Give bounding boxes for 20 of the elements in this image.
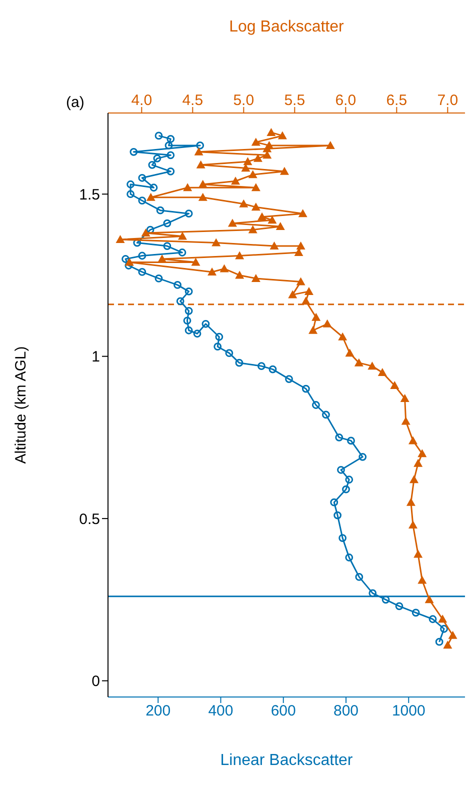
- x2-tick-label: 4.5: [182, 92, 204, 109]
- x-tick-label: 1000: [392, 702, 426, 720]
- x2-axis-title: Log Backscatter: [229, 18, 345, 36]
- x2-tick-label: 6.5: [386, 92, 408, 109]
- x2-tick-label: 7.0: [437, 92, 458, 109]
- y-axis-title: Altitude (km AGL): [12, 346, 30, 464]
- y-tick-label: 1.5: [79, 186, 100, 204]
- x2-tick-label: 5.0: [233, 92, 254, 109]
- y-tick-label: 1: [92, 348, 100, 366]
- x-tick-label: 800: [333, 702, 359, 720]
- x2-tick-label: 6.0: [335, 92, 356, 109]
- y-tick-label: 0: [92, 673, 100, 690]
- x-tick-label: 200: [146, 702, 171, 720]
- x-tick-label: 400: [208, 702, 234, 720]
- chart-title: (a): [66, 94, 84, 111]
- x2-tick-label: 4.0: [131, 92, 152, 109]
- y-tick-label: 0.5: [79, 510, 100, 528]
- x2-tick-label: 5.5: [284, 92, 306, 109]
- x-axis-title: Linear Backscatter: [220, 752, 354, 769]
- x-tick-label: 600: [270, 702, 296, 720]
